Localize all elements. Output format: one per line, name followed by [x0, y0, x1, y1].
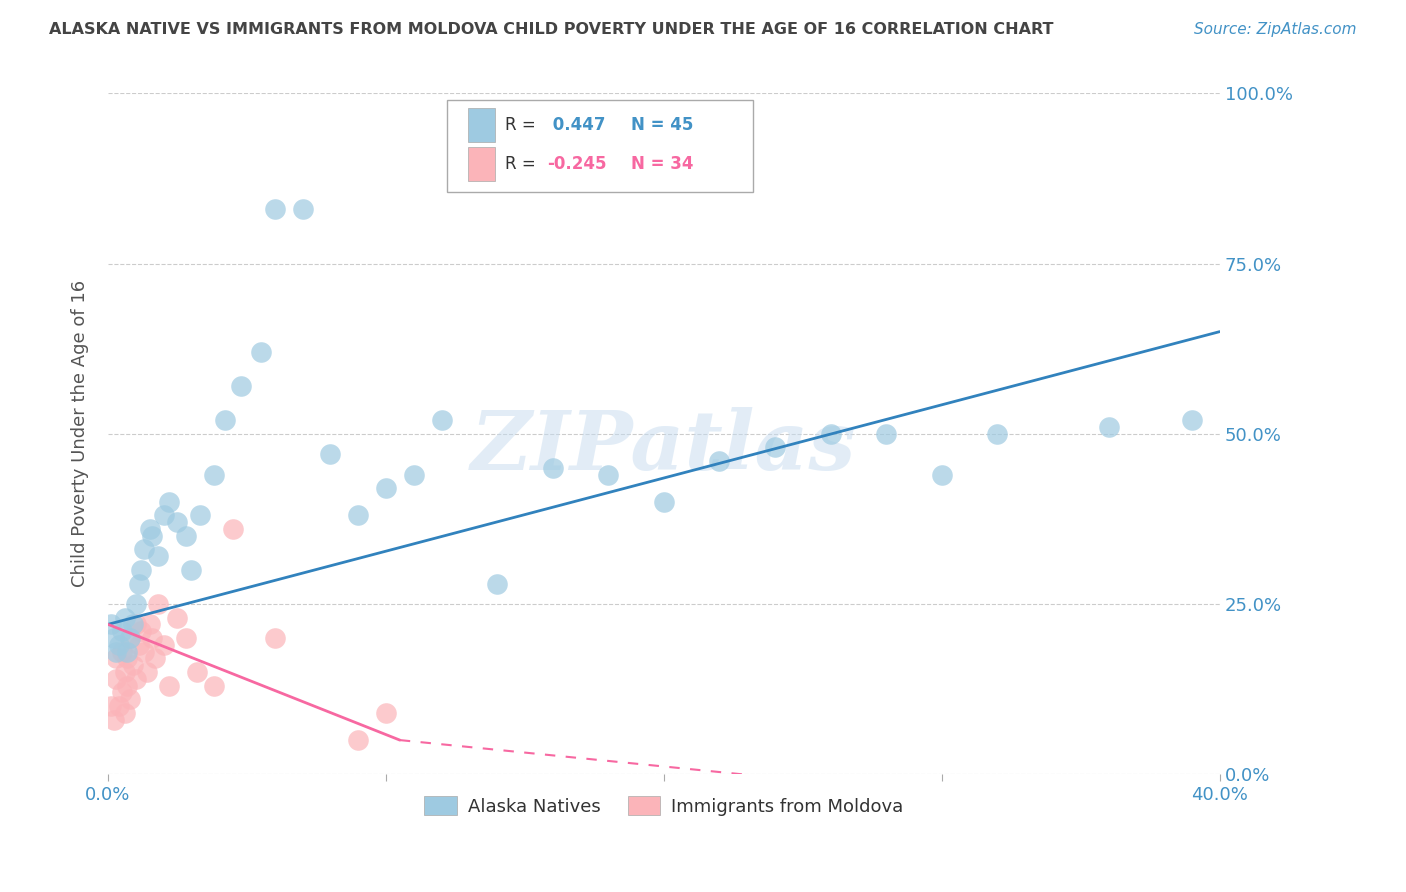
Point [105, 644, 128, 658]
Point [374, 481, 396, 495]
Point [174, 631, 197, 645]
Point [486, 576, 509, 591]
Point [114, 610, 136, 624]
Point [931, 467, 953, 482]
Legend: Alaska Natives, Immigrants from Moldova: Alaska Natives, Immigrants from Moldova [418, 789, 911, 823]
Point [100, 699, 122, 714]
Point [709, 454, 731, 468]
Text: ALASKA NATIVE VS IMMIGRANTS FROM MOLDOVA CHILD POVERTY UNDER THE AGE OF 16 CORRE: ALASKA NATIVE VS IMMIGRANTS FROM MOLDOVA… [49, 22, 1053, 37]
Point [157, 495, 180, 509]
Point [652, 495, 675, 509]
Point [231, 379, 253, 393]
Point [117, 679, 139, 693]
Point [141, 529, 163, 543]
Text: -0.245: -0.245 [547, 155, 606, 173]
Point [157, 679, 180, 693]
FancyBboxPatch shape [447, 100, 752, 192]
Point [166, 610, 188, 624]
Point [134, 644, 156, 658]
Point [1097, 420, 1119, 434]
Point [202, 467, 225, 482]
Point [100, 617, 122, 632]
Text: R =: R = [505, 116, 536, 134]
Point [188, 508, 211, 523]
Point [186, 665, 208, 679]
Point [250, 345, 273, 359]
Point [111, 624, 134, 639]
Point [117, 651, 139, 665]
Point [134, 542, 156, 557]
Text: N = 34: N = 34 [630, 155, 693, 173]
Point [146, 549, 169, 564]
Point [111, 685, 134, 699]
Point [347, 733, 370, 747]
Point [820, 426, 842, 441]
Point [319, 447, 342, 461]
Point [152, 638, 174, 652]
Point [598, 467, 620, 482]
Point [103, 631, 125, 645]
Point [291, 202, 314, 216]
Point [125, 672, 148, 686]
Point [180, 563, 202, 577]
Point [131, 563, 153, 577]
Point [103, 713, 125, 727]
Text: 0.447: 0.447 [547, 116, 606, 134]
Point [138, 617, 160, 632]
Point [263, 202, 285, 216]
Point [202, 679, 225, 693]
Point [541, 460, 564, 475]
Point [122, 658, 145, 673]
Point [141, 631, 163, 645]
Point [763, 441, 786, 455]
Point [374, 706, 396, 720]
Point [128, 638, 150, 652]
Point [263, 631, 285, 645]
FancyBboxPatch shape [468, 147, 495, 181]
Point [122, 617, 145, 632]
Point [152, 508, 174, 523]
Point [135, 665, 157, 679]
Point [214, 413, 236, 427]
Text: Source: ZipAtlas.com: Source: ZipAtlas.com [1194, 22, 1357, 37]
Point [120, 631, 142, 645]
Point [120, 692, 142, 706]
Point [1181, 413, 1204, 427]
Point [125, 597, 148, 611]
Text: R =: R = [505, 155, 536, 173]
Point [105, 651, 128, 665]
Point [108, 699, 131, 714]
Text: ZIPatlas: ZIPatlas [471, 408, 856, 487]
Point [222, 522, 245, 536]
Point [166, 515, 188, 529]
Point [138, 522, 160, 536]
Point [143, 651, 166, 665]
Point [105, 672, 128, 686]
Point [131, 624, 153, 639]
Point [986, 426, 1008, 441]
Y-axis label: Child Poverty Under the Age of 16: Child Poverty Under the Age of 16 [72, 280, 89, 587]
Point [402, 467, 425, 482]
Point [347, 508, 370, 523]
Point [108, 638, 131, 652]
Point [128, 576, 150, 591]
Point [146, 597, 169, 611]
Point [120, 631, 142, 645]
Point [875, 426, 897, 441]
FancyBboxPatch shape [468, 108, 495, 142]
Point [114, 665, 136, 679]
Point [111, 644, 134, 658]
Point [125, 617, 148, 632]
Text: N = 45: N = 45 [630, 116, 693, 134]
Point [117, 644, 139, 658]
Point [174, 529, 197, 543]
Point [114, 706, 136, 720]
Point [430, 413, 453, 427]
